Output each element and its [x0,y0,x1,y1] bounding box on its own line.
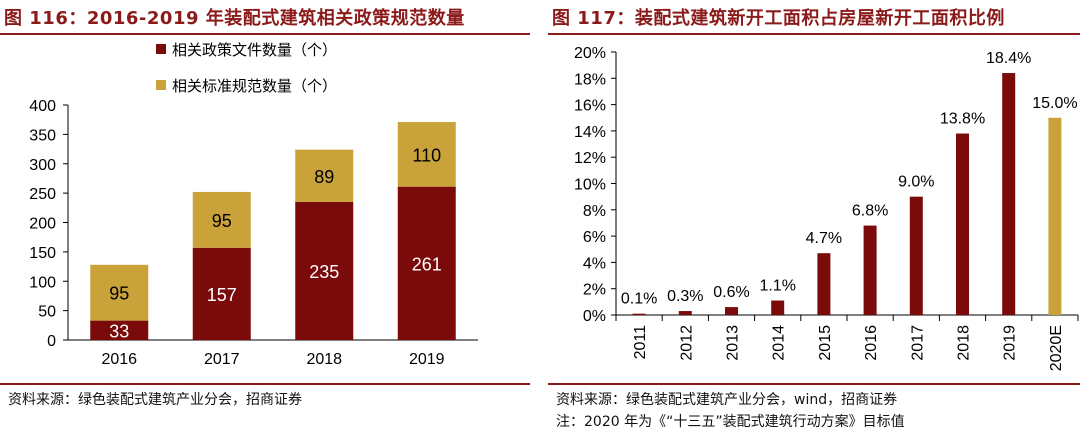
bar-segment [192,247,251,340]
data-label: 0.1% [621,291,657,308]
data-label: 95 [212,211,232,231]
y-tick-label: 6% [583,229,606,246]
y-tick-label: 300 [29,157,56,174]
bar [678,311,692,315]
x-tick-label: 2018 [956,325,973,361]
source-rule [548,383,1080,385]
bar [863,225,877,315]
x-tick-label: 2016 [863,325,880,361]
bar [1048,117,1062,315]
legend-swatch [156,80,166,90]
x-tick-label: 2015 [817,325,834,361]
data-label: 1.1% [759,278,795,295]
figure-117-note: 注：2020 年为《“十三五”装配式建筑行动方案》目标值 [556,414,905,430]
bar-segment [397,186,456,340]
y-tick-label: 18% [574,71,606,88]
y-tick-label: 10% [574,177,606,194]
figure-117-panel: 图 117：装配式建筑新开工面积占房屋新开工面积比例 0% 2% 4% 6% 8% 10%… [548,0,1080,435]
legend-swatch [156,44,166,54]
bar [725,307,738,315]
bar [1002,73,1016,315]
bar [632,313,646,315]
legend-label: 相关政策文件数量（个） [172,42,337,59]
percentage-bar-chart: 0% 2% 4% 6% 8% 10% 12% 14% 16% 18% 20% 0.1% 2011 0.3%… [574,45,1079,371]
bar-segment [90,264,149,321]
bar-segment [397,122,456,187]
data-label: 110 [412,145,441,165]
data-label: 33 [109,321,129,341]
x-tick-label: 2016 [101,351,137,368]
y-tick-label: 20% [574,45,606,62]
x-tick-label: 2017 [204,351,240,368]
data-label: 0.6% [713,284,749,301]
y-tick-label: 0% [583,308,606,325]
y-tick-label: 350 [29,127,56,144]
data-label: 13.8% [940,111,985,128]
x-tick-label: 2013 [725,325,742,361]
y-tick-label: 50 [38,304,56,321]
data-label: 18.4% [986,50,1031,67]
data-label: 15.0% [1032,95,1077,112]
x-tick-label: 2019 [1002,325,1019,361]
y-tick-label: 100 [29,274,56,291]
figure-116-panel: 图 116：2016-2019 年装配式建筑相关政策规范数量 0 50 100 150… [0,0,530,435]
x-tick-label: 2020E [1048,325,1065,371]
data-label: 89 [314,167,334,187]
bar [771,300,785,315]
x-tick-label: 2012 [678,325,695,361]
bar-segment [90,320,149,340]
legend-label: 相关标准规范数量（个） [172,78,337,95]
data-label: 4.7% [806,230,842,247]
x-tick-label: 2017 [909,325,926,361]
data-label: 6.8% [852,203,888,220]
data-label: 0.3% [667,288,703,305]
y-tick-label: 200 [29,216,56,233]
y-tick-label: 14% [574,124,606,141]
y-tick-label: 0 [47,333,56,350]
figure-116-source: 资料来源：绿色装配式建筑产业分会，招商证券 [8,392,302,408]
bar-segment [192,191,251,248]
y-tick-label: 150 [29,245,56,262]
x-tick-label: 2018 [306,351,342,368]
y-tick-label: 8% [583,203,606,220]
data-label: 261 [412,254,442,274]
bar-segment [295,201,354,340]
source-rule [0,383,530,385]
stacked-bar-chart: 0 50 100 150 200 250 300 350 400 相关政策文件数量（个） 相关标准规… [29,42,478,368]
bar [956,133,969,315]
bar [909,196,923,315]
figure-117-title: 图 117：装配式建筑新开工面积占房屋新开工面积比例 [552,8,1005,29]
x-tick-label: 2014 [771,325,788,361]
y-tick-label: 400 [29,98,56,115]
figure-117-source: 资料来源：绿色装配式建筑产业分会，wind，招商证券 [556,392,898,408]
data-label: 157 [207,285,237,305]
data-label: 95 [109,284,129,304]
title-rule [0,33,530,35]
data-label: 9.0% [898,174,934,191]
bar [817,253,831,315]
y-tick-label: 2% [583,282,606,299]
figure-116-title: 图 116：2016-2019 年装配式建筑相关政策规范数量 [4,8,465,29]
title-rule [548,33,1080,35]
bar-segment [295,149,354,202]
x-tick-label: 2019 [409,351,445,368]
data-label: 235 [309,262,339,282]
x-tick-label: 2011 [632,325,649,360]
y-tick-label: 16% [574,98,606,115]
y-tick-label: 4% [583,255,606,272]
y-tick-label: 250 [29,186,56,203]
y-tick-label: 12% [574,150,606,167]
